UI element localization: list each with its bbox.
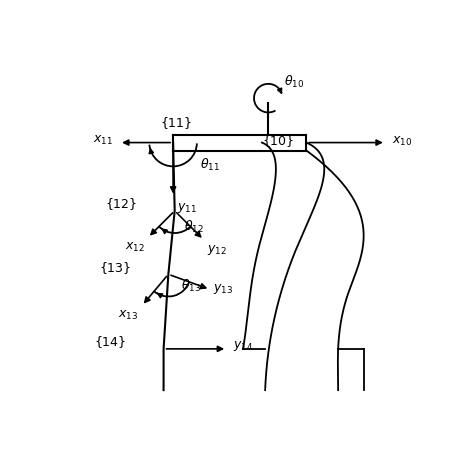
Text: $\theta_{11}$: $\theta_{11}$ <box>200 157 220 173</box>
Text: $\{13\}$: $\{13\}$ <box>99 260 131 276</box>
Text: $y_{13}$: $y_{13}$ <box>213 283 233 296</box>
Text: $x_{12}$: $x_{12}$ <box>125 241 145 254</box>
Text: $y_{11}$: $y_{11}$ <box>177 201 197 215</box>
Text: $\{11\}$: $\{11\}$ <box>160 116 193 131</box>
Text: $\theta_{12}$: $\theta_{12}$ <box>184 219 204 235</box>
Text: $\{14\}$: $\{14\}$ <box>94 335 126 350</box>
Text: $\{10\}$: $\{10\}$ <box>262 133 294 149</box>
Text: $\theta_{13}$: $\theta_{13}$ <box>181 277 201 293</box>
Text: $y_{12}$: $y_{12}$ <box>207 243 227 257</box>
Text: $y_{14}$: $y_{14}$ <box>233 339 254 353</box>
Text: $x_{10}$: $x_{10}$ <box>392 135 412 147</box>
Text: $x_{13}$: $x_{13}$ <box>118 309 139 322</box>
Text: $x_{11}$: $x_{11}$ <box>93 134 113 146</box>
Text: $\theta_{10}$: $\theta_{10}$ <box>284 74 304 90</box>
Text: $\{12\}$: $\{12\}$ <box>105 197 137 212</box>
